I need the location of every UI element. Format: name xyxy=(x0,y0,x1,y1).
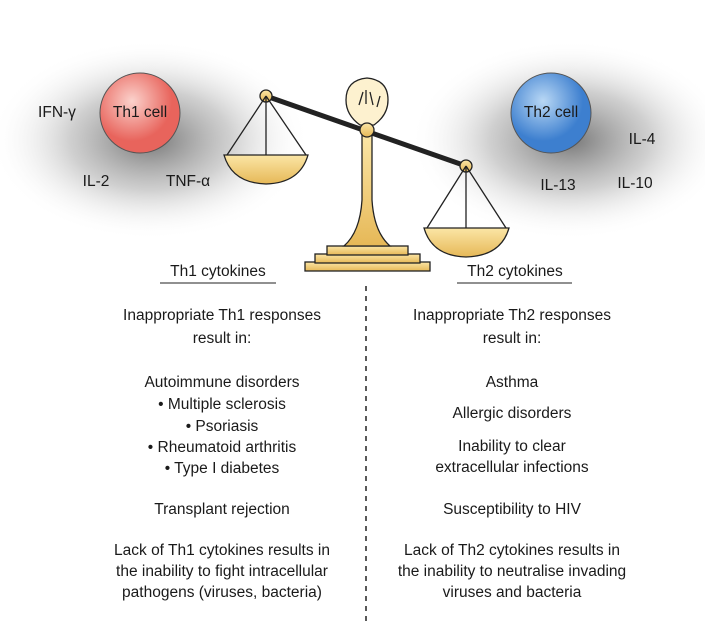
text-line: • Multiple sclerosis xyxy=(158,396,286,413)
text-line: Inability to clear xyxy=(458,438,566,455)
th2-cell xyxy=(510,72,592,154)
text-line: pathogens (viruses, bacteria) xyxy=(122,584,322,601)
text-line: Inappropriate Th2 responses xyxy=(413,307,611,324)
text-line: Lack of Th2 cytokines results in xyxy=(404,542,620,559)
text-line: Autoimmune disorders xyxy=(144,374,299,391)
scale xyxy=(223,77,510,272)
text-line: Inappropriate Th1 responses xyxy=(123,307,321,324)
cytokine: TNF-α xyxy=(166,173,210,190)
text-line: result in: xyxy=(193,330,252,347)
text-line: Asthma xyxy=(486,374,539,391)
text-line: Lack of Th1 cytokines results in xyxy=(114,542,330,559)
cytokine: IL-13 xyxy=(540,177,575,194)
text-line: • Type I diabetes xyxy=(165,460,280,477)
text-line: Transplant rejection xyxy=(154,501,290,518)
cytokine: IL-10 xyxy=(617,175,653,192)
text-line: • Psoriasis xyxy=(186,418,259,435)
cell-label: Th2 cell xyxy=(524,104,578,121)
text-line: extracellular infections xyxy=(435,459,589,476)
text-line: viruses and bacteria xyxy=(443,584,582,601)
text-line: the inability to neutralise invading xyxy=(398,563,626,580)
text-line: result in: xyxy=(483,330,542,347)
text-line: Allergic disorders xyxy=(453,405,572,422)
text-line: the inability to fight intracellular xyxy=(116,563,328,580)
cytokine: IL-2 xyxy=(83,173,110,190)
cytokine: IL-4 xyxy=(629,131,656,148)
th1-cell xyxy=(99,72,181,154)
cytokine: IFN-γ xyxy=(38,104,76,121)
column-heading: Th1 cytokines xyxy=(170,263,266,280)
column-heading: Th2 cytokines xyxy=(467,263,563,280)
text-line: Susceptibility to HIV xyxy=(443,501,581,518)
text-line: • Rheumatoid arthritis xyxy=(148,439,297,456)
cell-label: Th1 cell xyxy=(113,104,167,121)
